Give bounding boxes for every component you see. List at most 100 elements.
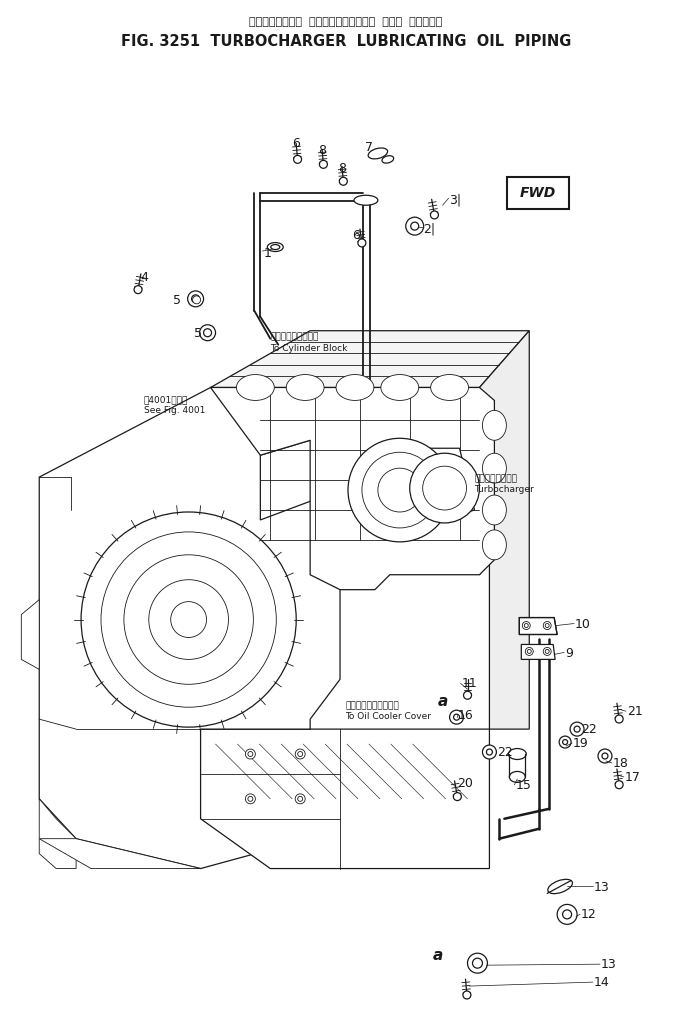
Polygon shape <box>40 839 200 868</box>
Circle shape <box>450 710 464 725</box>
Text: 7: 7 <box>365 142 373 155</box>
Circle shape <box>430 211 439 219</box>
Text: 8: 8 <box>338 162 346 175</box>
Text: FWD: FWD <box>520 186 556 201</box>
Circle shape <box>525 624 528 628</box>
Circle shape <box>545 649 549 653</box>
Circle shape <box>170 601 207 638</box>
Circle shape <box>298 796 303 801</box>
Ellipse shape <box>368 148 387 159</box>
Ellipse shape <box>336 375 374 400</box>
Text: 5: 5 <box>173 293 181 307</box>
Circle shape <box>295 794 305 804</box>
Text: FIG. 3251  TURBOCHARGER  LUBRICATING  OIL  PIPING: FIG. 3251 TURBOCHARGER LUBRICATING OIL P… <box>121 34 571 49</box>
Polygon shape <box>40 799 76 868</box>
Text: 18: 18 <box>613 757 629 770</box>
Text: 第4001図参照: 第4001図参照 <box>144 395 188 405</box>
Ellipse shape <box>271 245 280 250</box>
Circle shape <box>358 238 366 247</box>
Circle shape <box>245 749 255 759</box>
Ellipse shape <box>382 156 394 163</box>
Text: 13: 13 <box>594 880 610 894</box>
Polygon shape <box>211 331 529 387</box>
Circle shape <box>527 649 532 653</box>
Text: 3|: 3| <box>448 194 461 206</box>
Circle shape <box>463 991 471 999</box>
Circle shape <box>559 736 571 748</box>
Circle shape <box>294 155 301 163</box>
Text: 5: 5 <box>193 327 202 339</box>
Ellipse shape <box>547 879 572 894</box>
Circle shape <box>473 958 482 968</box>
Circle shape <box>245 794 255 804</box>
FancyBboxPatch shape <box>507 177 569 209</box>
Circle shape <box>340 177 347 185</box>
Circle shape <box>124 554 254 685</box>
Circle shape <box>81 512 296 728</box>
Ellipse shape <box>482 530 507 559</box>
Polygon shape <box>200 730 489 868</box>
Text: a: a <box>432 949 443 963</box>
Text: ターボチャージャ  ルーブリケーティング  オイル  パイピング: ターボチャージャ ルーブリケーティング オイル パイピング <box>249 17 443 26</box>
Circle shape <box>570 722 584 736</box>
Text: a: a <box>438 694 448 709</box>
Circle shape <box>557 905 577 924</box>
Circle shape <box>319 160 327 168</box>
Ellipse shape <box>286 375 324 400</box>
Circle shape <box>149 580 229 659</box>
Circle shape <box>543 647 551 655</box>
Circle shape <box>204 329 211 336</box>
Circle shape <box>410 453 480 523</box>
Text: シリンダブロックへ: シリンダブロックへ <box>270 333 319 341</box>
Text: To Oil Cooler Cover: To Oil Cooler Cover <box>345 712 431 721</box>
Polygon shape <box>521 644 555 659</box>
Ellipse shape <box>509 771 525 783</box>
Circle shape <box>200 325 216 340</box>
Circle shape <box>464 691 471 699</box>
Ellipse shape <box>354 196 378 205</box>
Circle shape <box>192 294 200 303</box>
Polygon shape <box>40 387 340 868</box>
Text: To Cylinder Block: To Cylinder Block <box>270 343 348 353</box>
Circle shape <box>188 290 204 307</box>
Ellipse shape <box>482 495 507 525</box>
Ellipse shape <box>430 375 468 400</box>
Circle shape <box>101 532 277 707</box>
Text: 13: 13 <box>601 958 617 971</box>
Circle shape <box>543 622 551 630</box>
Circle shape <box>486 749 493 755</box>
Text: 6: 6 <box>352 229 360 243</box>
Polygon shape <box>211 387 494 590</box>
Text: 17: 17 <box>625 771 641 784</box>
Text: 1: 1 <box>263 247 271 260</box>
Circle shape <box>423 466 466 510</box>
Text: 11: 11 <box>462 678 477 690</box>
Circle shape <box>525 647 533 655</box>
Circle shape <box>523 622 530 630</box>
Text: 12: 12 <box>581 908 597 921</box>
Text: オイルクーラカバーへ: オイルクーラカバーへ <box>345 701 398 710</box>
Circle shape <box>574 727 580 732</box>
Ellipse shape <box>236 375 274 400</box>
Circle shape <box>348 438 452 542</box>
Text: 8: 8 <box>318 145 326 158</box>
Circle shape <box>602 753 608 759</box>
Circle shape <box>378 468 422 512</box>
Polygon shape <box>380 448 475 535</box>
Text: Turbocharger: Turbocharger <box>475 485 534 494</box>
Circle shape <box>193 296 200 304</box>
Circle shape <box>482 745 496 759</box>
Circle shape <box>563 740 568 745</box>
Text: 20: 20 <box>457 776 473 790</box>
Ellipse shape <box>381 375 419 400</box>
Circle shape <box>454 714 459 720</box>
Text: 19: 19 <box>573 737 589 750</box>
Circle shape <box>248 752 253 756</box>
Text: 16: 16 <box>457 709 473 722</box>
Text: 21: 21 <box>627 705 642 718</box>
Circle shape <box>615 781 623 789</box>
Circle shape <box>248 796 253 801</box>
Circle shape <box>453 793 462 801</box>
Text: 22: 22 <box>498 746 513 759</box>
Text: 14: 14 <box>594 976 610 989</box>
